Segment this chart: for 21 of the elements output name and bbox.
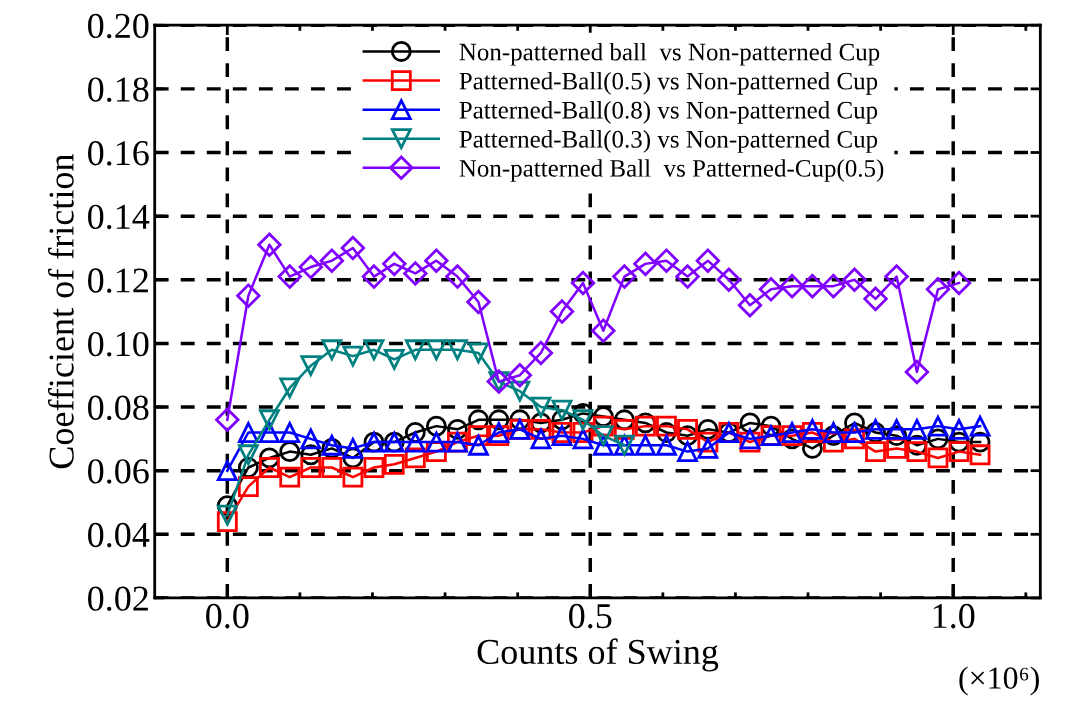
y-tick-label: 0.10 <box>88 331 149 357</box>
text: (×10⁶) <box>959 666 1039 696</box>
y-tick-label: 0.02 <box>88 586 148 611</box>
legend-label: Non-patterned ball vs Non-patterned Cup <box>459 42 880 66</box>
x-tick-label: 0.5 <box>569 603 612 629</box>
legend-label: Patterned-Ball(0.8) vs Non-patterned Cup <box>459 101 878 124</box>
y-tick-label: 0.06 <box>88 459 149 484</box>
y-tick-label: 0.14 <box>88 204 150 230</box>
y-tick-label: 0.12 <box>88 268 148 293</box>
x-tick-label: 0.0 <box>206 603 249 629</box>
y-tick-label: 0.18 <box>88 77 149 102</box>
y-axis-title: Coefficient of friction <box>47 154 74 469</box>
x-axis-title: Counts of Swing <box>477 638 719 672</box>
x-tick-label: 1.0 <box>933 603 975 629</box>
legend-label: Patterned-Ball(0.3) vs Non-patterned Cup <box>459 130 878 153</box>
legend-label: Patterned-Ball(0.5) vs Non-patterned Cup <box>459 71 878 95</box>
y-tick-label: 0.20 <box>88 13 149 39</box>
y-tick-label: 0.04 <box>88 522 150 548</box>
y-tick-label: 0.08 <box>88 395 149 421</box>
y-tick-label: 0.16 <box>88 141 149 166</box>
legend-label: Non-patterned Ball vs Patterned-Cup(0.5) <box>459 159 884 182</box>
